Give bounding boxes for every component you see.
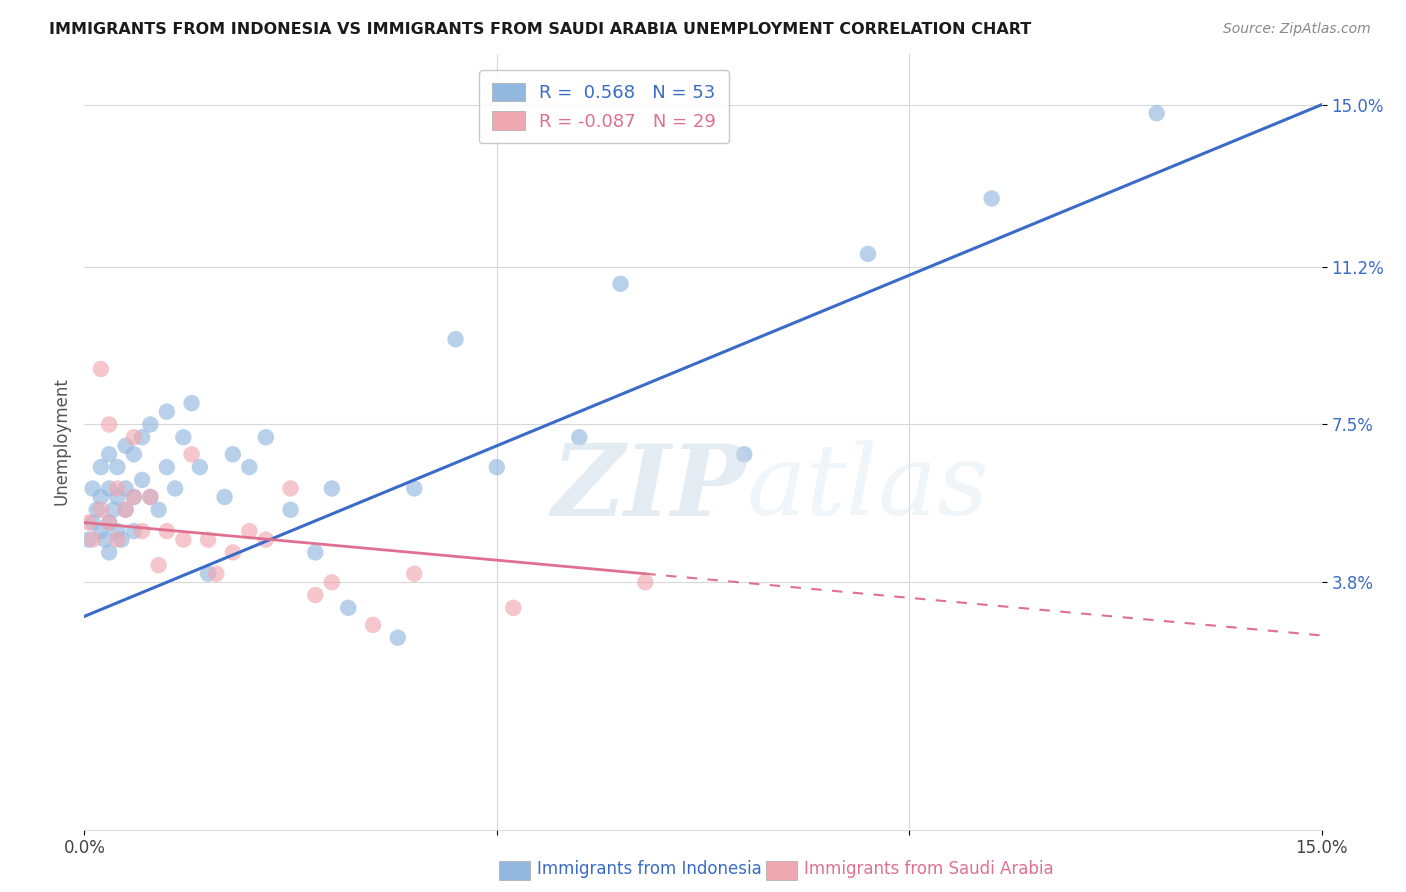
Text: ZIP: ZIP: [551, 440, 747, 536]
Point: [98, 447, 121, 461]
Point: [105, 482, 128, 496]
Point: [90, 362, 112, 376]
Point: [1146, 106, 1168, 120]
Point: [114, 439, 136, 453]
Point: [254, 430, 277, 444]
Point: [122, 447, 145, 461]
Point: [214, 490, 236, 504]
Point: [238, 460, 260, 475]
Point: [733, 447, 755, 461]
Point: [98, 516, 121, 530]
Point: [122, 430, 145, 444]
Point: [609, 277, 631, 291]
Point: [172, 533, 194, 547]
Point: [502, 600, 524, 615]
Point: [82, 482, 104, 496]
Text: atlas: atlas: [747, 441, 988, 536]
Point: [180, 396, 202, 410]
Point: [634, 575, 657, 590]
Point: [337, 600, 360, 615]
Point: [86, 502, 108, 516]
Point: [82, 533, 104, 547]
Point: [105, 460, 128, 475]
Point: [254, 533, 277, 547]
Point: [444, 332, 467, 346]
Text: Immigrants from Saudi Arabia: Immigrants from Saudi Arabia: [804, 860, 1054, 878]
Point: [122, 490, 145, 504]
Point: [321, 482, 343, 496]
Point: [197, 533, 219, 547]
Point: [404, 482, 426, 496]
Point: [387, 631, 409, 645]
Point: [114, 482, 136, 496]
Point: [90, 460, 112, 475]
Point: [361, 618, 384, 632]
Point: [90, 502, 112, 516]
Point: [280, 482, 302, 496]
Point: [131, 473, 153, 487]
Point: [188, 460, 211, 475]
Point: [131, 430, 153, 444]
Point: [148, 502, 170, 516]
Y-axis label: Unemployment: Unemployment: [52, 377, 70, 506]
Point: [485, 460, 508, 475]
Point: [238, 524, 260, 538]
Point: [105, 490, 128, 504]
Point: [156, 460, 179, 475]
Point: [98, 545, 121, 559]
Point: [197, 566, 219, 581]
Point: [304, 545, 326, 559]
Text: Source: ZipAtlas.com: Source: ZipAtlas.com: [1223, 22, 1371, 37]
Point: [980, 192, 1002, 206]
Point: [280, 502, 302, 516]
Point: [180, 447, 202, 461]
Point: [90, 524, 112, 538]
Point: [205, 566, 228, 581]
Point: [156, 524, 179, 538]
Text: IMMIGRANTS FROM INDONESIA VS IMMIGRANTS FROM SAUDI ARABIA UNEMPLOYMENT CORRELATI: IMMIGRANTS FROM INDONESIA VS IMMIGRANTS …: [49, 22, 1032, 37]
Point: [98, 417, 121, 432]
Point: [114, 502, 136, 516]
Point: [105, 533, 128, 547]
Point: [139, 490, 162, 504]
Point: [82, 516, 104, 530]
Point: [77, 516, 100, 530]
Point: [122, 524, 145, 538]
Point: [568, 430, 591, 444]
Point: [90, 490, 112, 504]
Legend: R =  0.568   N = 53, R = -0.087   N = 29: R = 0.568 N = 53, R = -0.087 N = 29: [479, 70, 728, 144]
Point: [94, 533, 117, 547]
Point: [131, 524, 153, 538]
Point: [148, 558, 170, 573]
Point: [156, 405, 179, 419]
Point: [856, 247, 879, 261]
Point: [98, 516, 121, 530]
Point: [165, 482, 187, 496]
Point: [404, 566, 426, 581]
Point: [103, 502, 125, 516]
Point: [98, 482, 121, 496]
Point: [105, 524, 128, 538]
Point: [304, 588, 326, 602]
Point: [222, 545, 245, 559]
Point: [139, 417, 162, 432]
Point: [321, 575, 343, 590]
Point: [122, 490, 145, 504]
Point: [114, 502, 136, 516]
Point: [172, 430, 194, 444]
Text: Immigrants from Indonesia: Immigrants from Indonesia: [537, 860, 762, 878]
Point: [77, 533, 100, 547]
Point: [222, 447, 245, 461]
Point: [139, 490, 162, 504]
Point: [110, 533, 132, 547]
